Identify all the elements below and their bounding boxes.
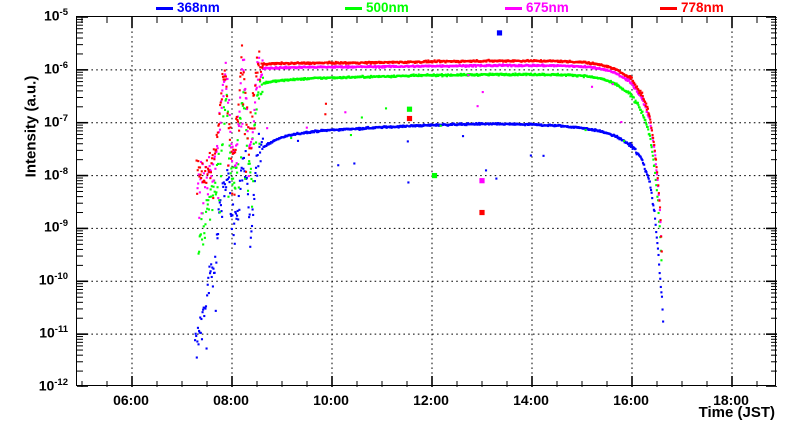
series-368nm xyxy=(194,30,665,359)
x-tick-label: 14:00 xyxy=(513,392,549,408)
y-tick-label: 10-5 xyxy=(43,7,68,24)
axis-ticks xyxy=(77,17,777,387)
x-tick-label: 10:00 xyxy=(313,392,349,408)
grid-lines xyxy=(77,17,777,387)
x-tick-label: 18:00 xyxy=(713,392,749,408)
legend-swatch-368nm xyxy=(156,6,173,10)
x-tick-label: 12:00 xyxy=(413,392,449,408)
plot-frame xyxy=(76,16,777,387)
y-tick-label: 10-12 xyxy=(38,377,68,394)
legend-item-500nm: 500nm xyxy=(345,0,409,16)
chart-legend: 368nm 500nm 675nm 778nm xyxy=(0,0,800,16)
legend-label-500nm: 500nm xyxy=(366,0,409,15)
x-tick-label: 06:00 xyxy=(113,392,149,408)
x-tick-label: 08:00 xyxy=(213,392,249,408)
legend-swatch-500nm xyxy=(345,6,362,10)
y-tick-label: 10-6 xyxy=(43,59,68,77)
data-layer xyxy=(77,17,777,387)
y-tick-label: 10-10 xyxy=(38,271,68,288)
legend-swatch-675nm xyxy=(505,6,522,10)
x-axis-title: Time (JST) xyxy=(698,404,775,421)
y-tick-label: 10-9 xyxy=(43,218,68,236)
plot-canvas xyxy=(77,17,777,387)
legend-label-368nm: 368nm xyxy=(177,0,220,15)
legend-item-675nm: 675nm xyxy=(505,0,569,16)
y-tick-label: 10-11 xyxy=(39,324,68,341)
series-675nm xyxy=(196,56,663,253)
series-778nm xyxy=(195,44,663,253)
legend-label-675nm: 675nm xyxy=(526,0,569,15)
series-500nm xyxy=(197,72,663,262)
legend-item-368nm: 368nm xyxy=(156,0,220,16)
y-tick-label: 10-8 xyxy=(43,165,68,183)
y-tick-label: 10-7 xyxy=(43,112,68,130)
legend-label-778nm: 778nm xyxy=(681,0,724,15)
legend-swatch-778nm xyxy=(660,6,677,10)
x-tick-label: 16:00 xyxy=(613,392,649,408)
legend-item-778nm: 778nm xyxy=(660,0,724,16)
